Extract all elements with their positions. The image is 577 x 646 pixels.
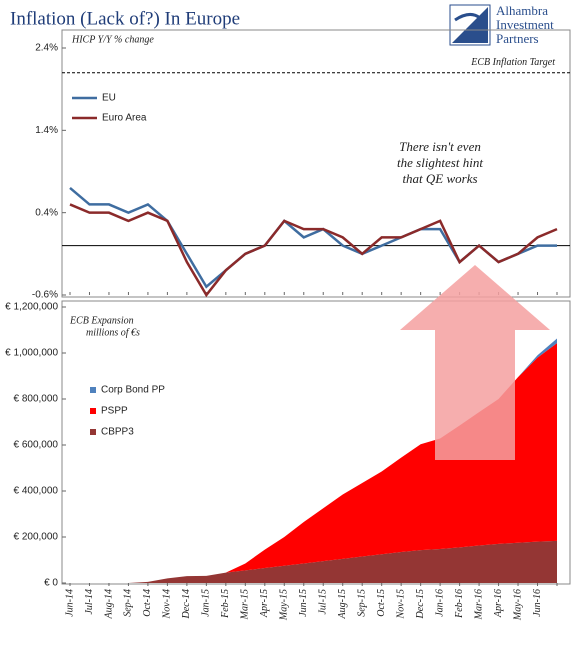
x-tick-label: Feb-16 (454, 589, 465, 619)
x-tick-label: Oct-14 (142, 589, 153, 617)
x-tick-label: Dec-15 (415, 589, 426, 619)
x-tick-label: Feb-15 (220, 589, 231, 619)
legend-label: PSPP (101, 406, 128, 417)
y-tick-label: € 400,000 (14, 486, 59, 497)
x-tick-label: Jan-15 (201, 589, 212, 617)
x-tick-label: Mar-16 (473, 589, 484, 620)
legend-label: CBPP3 (101, 427, 134, 438)
chart-title: Inflation (Lack of?) In Europe (10, 8, 240, 29)
y-tick-label: € 0 (44, 578, 58, 589)
logo-text: Investment (496, 17, 554, 32)
legend-swatch (90, 408, 96, 414)
x-tick-label: Nov-15 (395, 589, 406, 619)
y-tick-label: -0.6% (32, 290, 58, 301)
x-tick-label: Jan-16 (434, 589, 445, 617)
top-panel-frame (61, 29, 571, 298)
y-tick-label: € 1,200,000 (5, 302, 58, 313)
x-tick-label: Sep-14 (123, 589, 134, 617)
legend-swatch (90, 429, 96, 435)
y-tick-label: 1.4% (35, 125, 58, 136)
x-tick-label: Jul-14 (84, 589, 95, 615)
x-tick-label: Dec-14 (181, 589, 192, 619)
x-tick-label: May-16 (512, 589, 523, 621)
y-tick-label: € 600,000 (14, 440, 59, 451)
x-tick-label: Jul-15 (318, 589, 329, 615)
line-series (69, 203, 558, 298)
annotation: the slightest hint (397, 155, 483, 170)
area-series (70, 540, 557, 583)
legend-label: EU (102, 93, 116, 104)
legend-swatch (90, 387, 96, 393)
annotation: millions of €s (86, 327, 140, 338)
annotation: There isn't even (399, 139, 481, 154)
logo-text: Alhambra (496, 3, 548, 18)
annotation: ECB Expansion (69, 315, 134, 326)
x-tick-label: Mar-15 (240, 589, 251, 620)
target-label: ECB Inflation Target (470, 57, 555, 68)
arrow (400, 265, 550, 460)
x-tick-label: Aug-15 (337, 589, 348, 619)
y-tick-label: 2.4% (35, 43, 58, 54)
x-tick-label: Jun-15 (298, 589, 309, 617)
x-tick-label: Apr-16 (493, 589, 504, 618)
x-tick-label: Jun-14 (64, 589, 75, 617)
x-tick-label: Apr-15 (259, 589, 270, 618)
logo-text: Partners (496, 31, 539, 46)
area-series (70, 343, 557, 583)
x-tick-label: Oct-15 (376, 589, 387, 617)
subtitle: HICP Y/Y % change (71, 34, 154, 45)
y-tick-label: € 800,000 (14, 394, 59, 405)
y-tick-label: 0.4% (35, 207, 58, 218)
x-tick-label: Jun-16 (532, 589, 543, 617)
legend-label: Corp Bond PP (101, 385, 165, 396)
x-tick-label: Nov-14 (162, 589, 173, 619)
bottom-panel-frame (61, 300, 571, 585)
annotation: that QE works (402, 171, 477, 186)
x-tick-label: Sep-15 (356, 589, 367, 617)
logo: Alhambra Investment Partners (449, 3, 554, 46)
y-tick-label: € 200,000 (14, 532, 59, 543)
x-tick-label: May-15 (279, 589, 290, 621)
y-tick-label: € 1,000,000 (5, 348, 58, 359)
logo-icon (454, 13, 481, 22)
x-tick-label: Aug-14 (103, 589, 114, 619)
legend-label: Euro Area (102, 113, 147, 124)
